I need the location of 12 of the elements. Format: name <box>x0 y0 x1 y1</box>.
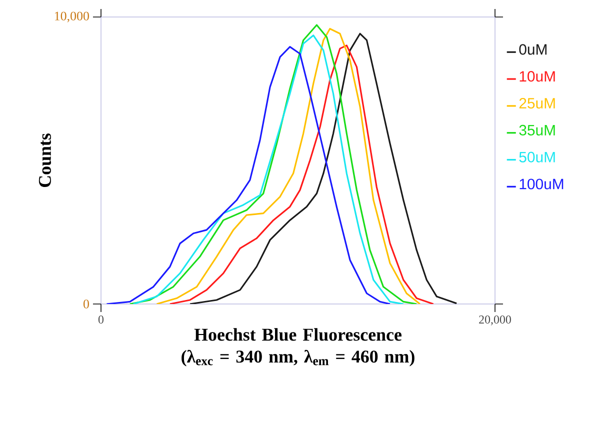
legend-label: 50uM <box>519 152 555 162</box>
line-series <box>189 32 458 304</box>
legend-label: 35uM <box>519 124 555 136</box>
y-axis-title: Counts <box>38 134 52 188</box>
x-axis-title: Hoechst Blue Fluorescence (λ$_{exc}$ = 340 nm, λ$_{em}$ = 460 nm) <box>182 328 414 366</box>
legend-label: 0uM <box>519 44 546 55</box>
y-tick-label: 10,000 <box>55 12 89 22</box>
x-tick-label: 20,000 <box>479 316 511 326</box>
legend-label: 10uM <box>520 71 555 82</box>
legend-label: 100uM <box>520 178 564 190</box>
legend-label: 25uM <box>519 98 555 109</box>
line-series <box>106 46 391 304</box>
